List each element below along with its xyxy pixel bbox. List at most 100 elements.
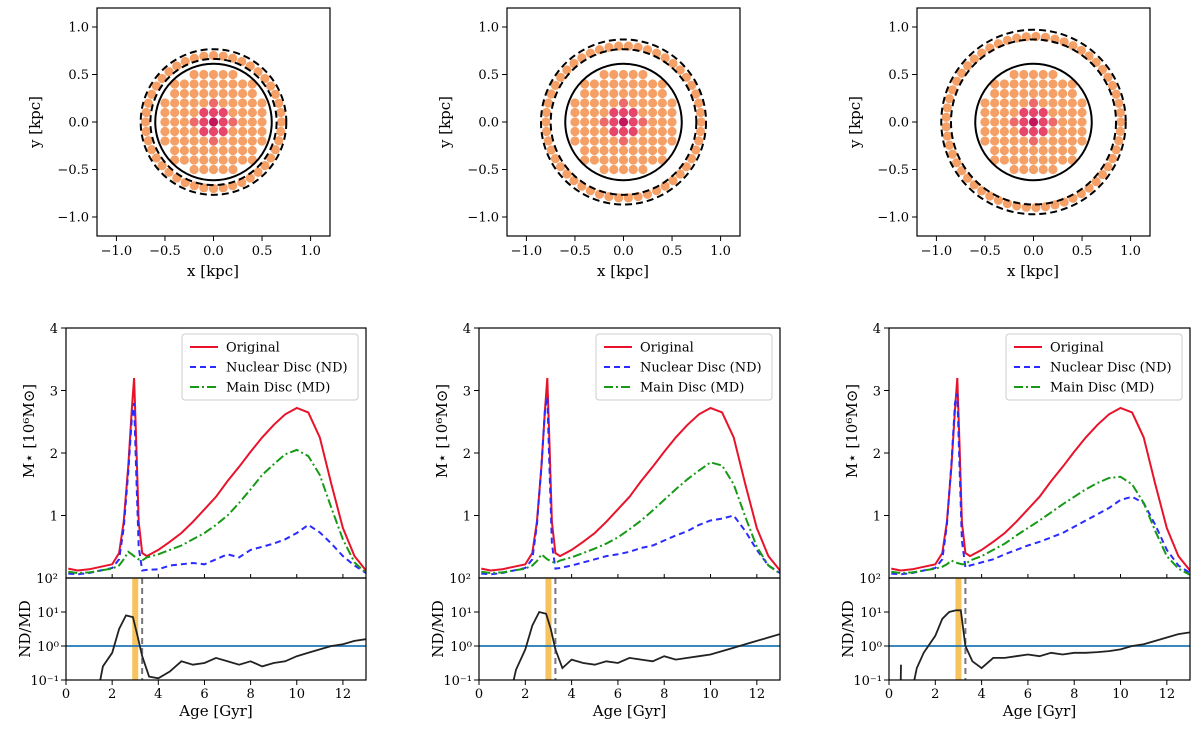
x-tick-label: 8 — [1070, 687, 1078, 702]
nd-particle — [208, 117, 219, 127]
nd-particle — [1009, 155, 1019, 165]
nd-particle — [218, 107, 228, 118]
nd-particle — [1009, 79, 1019, 89]
nd-particle — [570, 117, 580, 127]
md-particle — [660, 53, 670, 63]
nd-particle — [199, 126, 209, 137]
y-tick-label: 3 — [873, 385, 881, 400]
md-particle — [274, 98, 284, 108]
md-particle — [266, 153, 276, 163]
x-tick-label: 12 — [1159, 687, 1176, 702]
md-particle — [550, 80, 561, 90]
nd-particle — [628, 145, 638, 156]
nd-particle — [1048, 126, 1058, 137]
nd-particle — [618, 164, 629, 175]
nd-particle — [179, 145, 189, 156]
nd-particle — [999, 79, 1009, 89]
nd-particle — [638, 98, 648, 108]
nd-particle — [609, 79, 619, 89]
x-tick-label: 0.5 — [252, 244, 273, 259]
nd-particle — [1019, 98, 1029, 108]
x-tick-label: 0 — [62, 687, 70, 702]
nd-particle — [189, 117, 199, 127]
x-tick-label: 10 — [702, 687, 719, 702]
nd-particle — [980, 107, 990, 118]
nd-particle — [199, 164, 209, 175]
nd-particle — [1028, 126, 1039, 137]
spatial-panel-1: −1.0 −0.5 0.0 0.5 1.0 −1.0 −0.5 0.0 0.5 1.0 x [kpc… — [26, 7, 331, 280]
nd-particle — [990, 107, 1000, 118]
legend: Original Nuclear Disc (ND) Main Disc (MD) — [181, 333, 359, 401]
nd-particle — [1067, 88, 1077, 99]
nd-particle — [1058, 136, 1068, 146]
nd-particle — [247, 126, 257, 137]
nd-particle — [179, 136, 189, 146]
md-particle — [270, 145, 280, 155]
x-tick-label: 10 — [288, 687, 305, 702]
nd-particle — [999, 126, 1009, 137]
x-tick-label: 6 — [1024, 687, 1032, 702]
md-particle — [276, 126, 286, 137]
md-particle — [696, 117, 706, 127]
y-tick-label: 0.5 — [888, 68, 909, 83]
nd-particle — [1048, 69, 1058, 80]
nuclear-disc-line — [891, 393, 1190, 576]
nd-particle — [648, 145, 658, 156]
nd-particle — [228, 107, 238, 118]
axes-frame-bottom — [888, 577, 1191, 681]
y-tick-label-bottom: 10² — [449, 572, 471, 587]
nd-particle — [228, 117, 238, 127]
nd-particle — [228, 88, 238, 99]
md-particle — [681, 72, 691, 82]
nd-particle — [1028, 136, 1039, 146]
y-tick-label: 1 — [50, 510, 58, 525]
nd-particle — [179, 155, 189, 165]
nd-particle — [1038, 126, 1048, 137]
nd-particle — [1028, 88, 1039, 99]
nd-particle — [638, 117, 648, 127]
nd-particle — [189, 107, 199, 118]
nd-particle — [648, 126, 658, 137]
md-particle — [141, 107, 151, 118]
md-particle — [218, 51, 228, 61]
nd-particle — [999, 145, 1009, 156]
md-particle — [208, 50, 219, 61]
nd-particle — [618, 69, 629, 80]
y-axis-label: M⋆ [10⁶M⊙] — [433, 384, 451, 478]
nd-particle — [179, 98, 189, 108]
nd-particle — [638, 79, 648, 89]
nd-particle — [589, 98, 599, 108]
nd-particle — [218, 164, 228, 175]
md-particle — [1116, 117, 1126, 127]
md-particle — [675, 169, 685, 179]
nd-particle — [628, 164, 638, 175]
md-particle — [157, 73, 167, 84]
main-disc-inner-boundary — [949, 38, 1118, 206]
x-tick-label: 0.0 — [1023, 244, 1044, 259]
y-tick-label: 0.0 — [478, 116, 499, 131]
nd-particle — [589, 155, 599, 165]
md-particle — [556, 72, 566, 82]
legend-box — [595, 333, 773, 401]
nd-particle — [580, 117, 590, 127]
main-disc-outer-boundary — [139, 48, 288, 196]
md-particle — [141, 126, 151, 137]
nd-particle — [638, 107, 648, 118]
nd-particle — [638, 69, 648, 80]
nd-particle — [1009, 98, 1019, 108]
nd-particle — [638, 126, 648, 137]
x-axis-label: Age [Gyr] — [178, 702, 252, 720]
nd-particle — [189, 98, 199, 108]
nd-particle — [238, 88, 248, 99]
md-particle — [541, 117, 551, 127]
ratio-y-tick-label: 10⁻¹ — [30, 674, 59, 689]
nd-particle — [228, 69, 238, 80]
x-tick-label: −0.5 — [969, 244, 1001, 259]
nuclear-disc-boundary — [154, 62, 273, 182]
nd-particle — [238, 79, 248, 89]
md-particle — [157, 160, 167, 171]
nd-particle — [160, 117, 170, 127]
md-particle — [164, 67, 174, 77]
